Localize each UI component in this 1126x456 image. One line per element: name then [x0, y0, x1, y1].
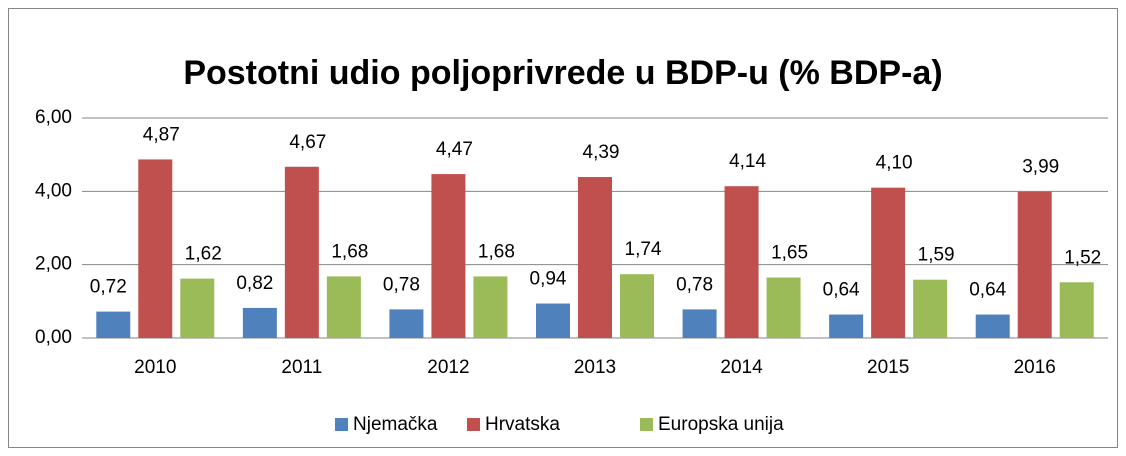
bar: [389, 309, 424, 338]
bar: [431, 174, 466, 338]
data-label: 0,78: [383, 274, 420, 295]
bar: [913, 279, 948, 338]
x-tick-label: 2016: [1014, 357, 1056, 378]
x-tick-label: 2014: [720, 357, 763, 378]
bar: [326, 276, 361, 338]
x-tick-label: 2011: [281, 357, 322, 378]
bar: [138, 159, 173, 338]
bar: [536, 303, 570, 338]
data-label: 4,67: [289, 132, 326, 153]
bar: [473, 276, 508, 338]
data-label: 0,72: [90, 277, 127, 298]
bar: [766, 277, 801, 338]
bar: [578, 177, 612, 338]
y-tick-label: 0,00: [35, 327, 72, 348]
data-label: 1,59: [918, 245, 955, 266]
data-label: 0,64: [823, 280, 860, 301]
x-tick-label: 2013: [574, 357, 616, 378]
bar: [975, 314, 1010, 338]
data-label: 4,87: [143, 124, 180, 145]
legend-label: Hrvatska: [485, 414, 560, 435]
data-label: 4,14: [729, 151, 766, 172]
bar: [96, 311, 131, 338]
bar: [284, 166, 319, 338]
data-label: 3,99: [1022, 157, 1059, 178]
bar: [180, 278, 215, 338]
bar: [724, 186, 759, 338]
data-label: 0,64: [969, 280, 1006, 301]
data-label: 4,39: [583, 142, 620, 163]
bar: [620, 274, 654, 338]
bar: [1059, 282, 1094, 338]
data-label: 4,10: [876, 153, 913, 174]
x-tick-label: 2012: [427, 357, 469, 378]
legend-swatch: [467, 418, 480, 431]
x-tick-label: 2015: [867, 357, 909, 378]
data-label: 0,78: [676, 274, 713, 295]
data-label: 1,68: [478, 241, 515, 262]
x-tick-label: 2010: [134, 357, 176, 378]
bar: [829, 314, 864, 338]
data-label: 1,74: [625, 239, 662, 260]
bar: [871, 187, 906, 338]
data-label: 0,94: [530, 269, 567, 290]
legend-label: Njemačka: [353, 414, 438, 435]
chart-border: [8, 8, 1118, 448]
bar: [1017, 191, 1052, 338]
legend-swatch: [640, 418, 653, 431]
legend-swatch: [335, 418, 348, 431]
y-tick-label: 4,00: [35, 180, 72, 201]
y-tick-label: 2,00: [35, 254, 72, 275]
data-label: 1,62: [185, 244, 222, 265]
bar: [242, 307, 277, 338]
data-label: 1,65: [771, 243, 808, 264]
bar: [682, 309, 717, 338]
legend-label: Europska unija: [658, 414, 784, 435]
chart-title: Postotni udio poljoprivrede u BDP-u (% B…: [183, 54, 942, 92]
y-tick-label: 6,00: [35, 107, 72, 128]
data-label: 0,82: [236, 273, 273, 294]
data-label: 1,68: [331, 241, 368, 262]
data-label: 4,47: [436, 139, 473, 160]
data-label: 1,52: [1064, 247, 1101, 268]
